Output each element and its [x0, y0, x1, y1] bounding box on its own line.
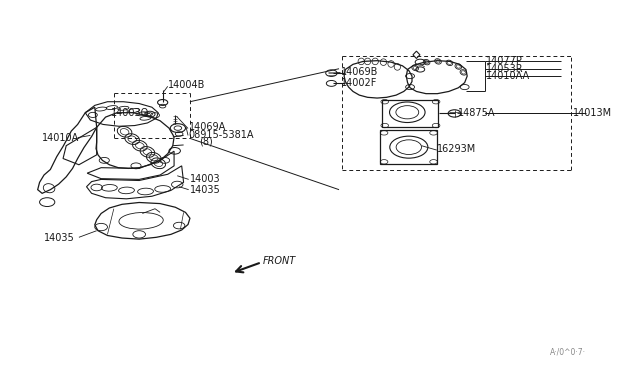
Text: 14069A: 14069A: [189, 122, 226, 132]
Text: 14035: 14035: [190, 185, 221, 195]
Text: 14053R: 14053R: [486, 64, 524, 74]
Text: 14035: 14035: [44, 233, 75, 243]
Text: 16293M: 16293M: [437, 144, 477, 154]
Bar: [380, 130, 437, 164]
Text: 14003: 14003: [190, 174, 221, 184]
Text: 14875A: 14875A: [458, 109, 496, 118]
Text: A·/0^0·7·: A·/0^0·7·: [550, 347, 586, 356]
Text: 14010AA: 14010AA: [486, 71, 531, 81]
Text: 14003Q: 14003Q: [111, 108, 149, 118]
Text: 14069B: 14069B: [341, 67, 378, 77]
Text: 14013M: 14013M: [573, 108, 612, 118]
Bar: [382, 100, 438, 127]
Text: 14002F: 14002F: [341, 78, 378, 88]
Text: 14010A: 14010A: [42, 133, 79, 142]
Text: (8): (8): [200, 136, 213, 146]
Text: 14077P: 14077P: [486, 56, 523, 66]
Text: 08915-5381A: 08915-5381A: [189, 131, 254, 141]
Text: 14004B: 14004B: [168, 80, 205, 90]
Text: FRONT: FRONT: [263, 256, 296, 266]
